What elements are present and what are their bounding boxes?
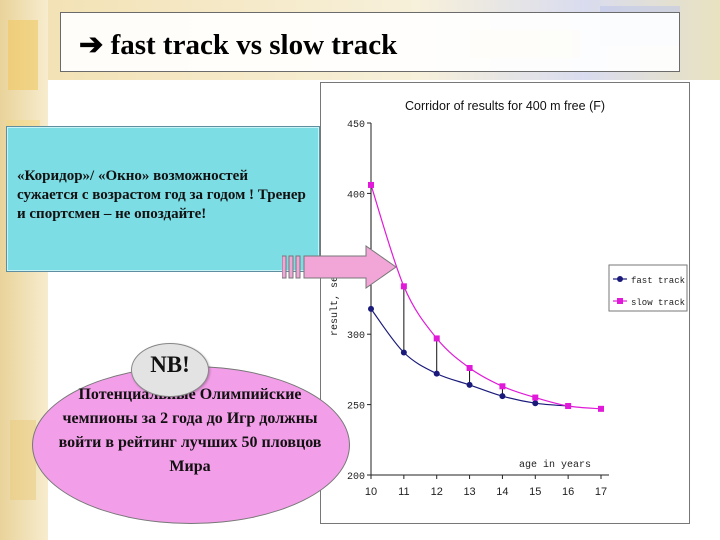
slide-title-text: fast track vs slow track [110,29,398,61]
y-tick-label: 450 [347,120,365,131]
x-tick-label: 12 [431,486,443,498]
corridor-note-text: «Коридор»/ «Окно» возможностей сужается … [17,168,306,222]
series-line-fast-track [370,308,569,407]
y-tick-label: 300 [347,331,365,342]
fast-track-point [532,400,539,407]
slow-track-point [565,403,572,410]
chart-title: Corridor of results for 400 m free (F) [405,99,605,113]
slow-track-point [466,364,473,371]
fast-track-point [368,305,374,312]
nb-text: Потенциальные Олимпийские чемпионы за 2 … [58,386,322,475]
x-tick-label: 13 [463,486,475,498]
nb-label: NB! [150,352,190,377]
legend-label: fast track [631,276,685,286]
slide-title-box: ➔ fast track vs slow track [60,12,680,72]
slow-track-point [532,394,539,401]
arrow-right-icon: ➔ [79,29,104,61]
x-tick-label: 16 [562,486,574,498]
fast-track-point [400,349,407,356]
fast-track-point [433,370,440,377]
y-tick-label: 250 [347,402,365,413]
x-tick-label: 14 [496,486,508,498]
slow-track-point [368,181,374,188]
nb-bubble [131,343,209,397]
slow-track-point [400,283,407,290]
block-arrow-icon [282,245,397,289]
y-axis-label: result, sec [329,270,341,336]
fast-track-point [499,393,506,400]
slow-track-point [433,335,440,342]
corridor-chart: Corridor of results for 400 m free (F) 45… [329,99,688,498]
slide-title: ➔ fast track vs slow track [79,27,397,62]
legend-marker [617,276,623,282]
y-tick-label: 200 [347,472,365,483]
fast-track-point [466,381,473,388]
x-tick-label: 11 [398,486,409,498]
x-tick-label: 10 [365,486,377,498]
legend-label: slow track [631,298,685,308]
x-tick-label: 15 [529,486,541,498]
chart-panel: Corridor of results for 400 m free (F) 45… [320,82,690,524]
legend-marker [617,298,623,304]
y-tick-label: 400 [347,190,365,201]
x-tick-label: 17 [595,486,607,498]
series-line-slow-track [370,184,602,410]
x-axis-label: age in years [519,459,591,471]
corridor-note-box: «Коридор»/ «Окно» возможностей сужается … [6,126,320,272]
slow-track-point [499,383,506,390]
slow-track-point [598,405,604,412]
